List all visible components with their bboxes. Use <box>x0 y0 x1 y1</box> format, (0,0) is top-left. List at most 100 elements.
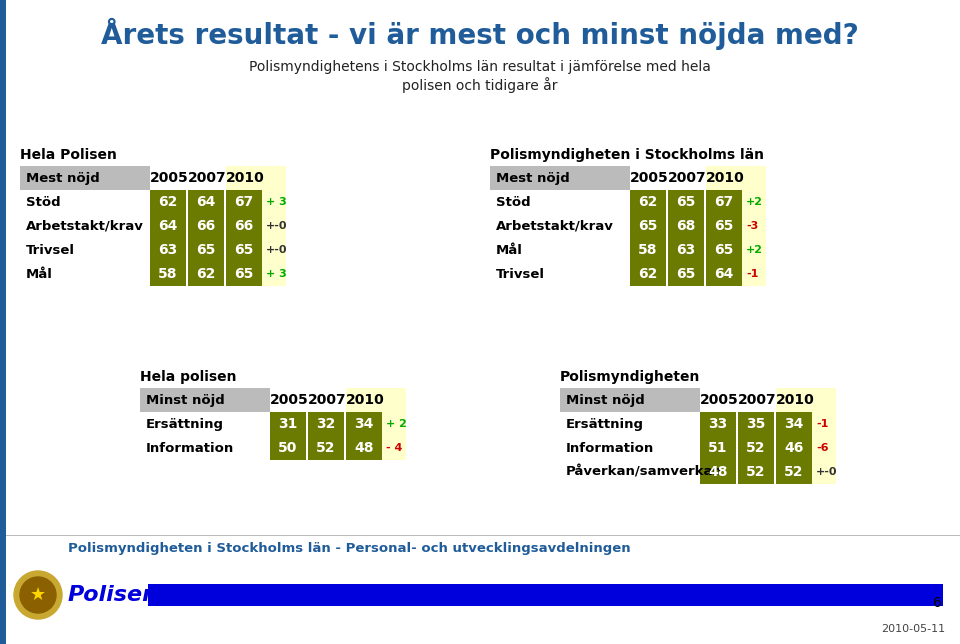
Text: 67: 67 <box>714 195 733 209</box>
Text: 2007: 2007 <box>737 393 777 407</box>
Bar <box>20 214 150 238</box>
Text: 48: 48 <box>354 441 373 455</box>
Text: Hela Polisen: Hela Polisen <box>20 148 117 162</box>
Text: 67: 67 <box>234 195 253 209</box>
Bar <box>560 388 700 412</box>
Text: +2: +2 <box>746 245 763 255</box>
Text: 65: 65 <box>676 195 696 209</box>
Text: +-0: +-0 <box>816 467 837 477</box>
Bar <box>700 436 736 460</box>
Bar <box>776 436 812 460</box>
Bar <box>560 412 700 436</box>
Text: Information: Information <box>146 442 234 455</box>
Bar <box>490 214 630 238</box>
Text: Hela polisen: Hela polisen <box>140 370 236 384</box>
Text: 65: 65 <box>234 243 253 257</box>
Bar <box>0 0 6 644</box>
Bar <box>20 190 150 214</box>
Text: 2010: 2010 <box>346 393 384 407</box>
Text: - 4: - 4 <box>386 443 402 453</box>
Bar <box>706 166 766 286</box>
Text: Mest nöjd: Mest nöjd <box>496 171 569 184</box>
Text: 2007: 2007 <box>308 393 347 407</box>
Bar <box>700 460 736 484</box>
Circle shape <box>20 577 56 613</box>
Text: 64: 64 <box>158 219 178 233</box>
Bar <box>668 190 704 214</box>
Bar <box>668 238 704 262</box>
Text: 50: 50 <box>278 441 298 455</box>
Text: 48: 48 <box>708 465 728 479</box>
Text: Polismyndighetens i Stockholms län resultat i jämförelse med hela
polisen och ti: Polismyndighetens i Stockholms län resul… <box>249 60 711 93</box>
Text: 52: 52 <box>316 441 336 455</box>
Bar <box>776 460 812 484</box>
Text: Stöd: Stöd <box>26 196 60 209</box>
Text: 65: 65 <box>234 267 253 281</box>
Bar <box>668 262 704 286</box>
Text: +-0: +-0 <box>266 245 287 255</box>
Bar <box>706 238 742 262</box>
Text: Information: Information <box>566 442 655 455</box>
Bar <box>630 214 666 238</box>
Text: 6: 6 <box>933 596 942 610</box>
Bar <box>490 190 630 214</box>
Text: Polismyndigheten i Stockholms län - Personal- och utvecklingsavdelningen: Polismyndigheten i Stockholms län - Pers… <box>68 542 631 555</box>
Bar <box>706 262 742 286</box>
Text: 63: 63 <box>158 243 178 257</box>
Bar <box>150 238 186 262</box>
Bar <box>630 262 666 286</box>
Text: 62: 62 <box>638 195 658 209</box>
Text: -6: -6 <box>816 443 828 453</box>
Bar <box>226 166 286 286</box>
Bar <box>738 436 774 460</box>
Text: 65: 65 <box>676 267 696 281</box>
Bar <box>490 238 630 262</box>
Bar <box>150 214 186 238</box>
Text: +-0: +-0 <box>266 221 287 231</box>
Text: 62: 62 <box>196 267 216 281</box>
Text: 35: 35 <box>746 417 766 431</box>
Text: 2005: 2005 <box>700 393 738 407</box>
Text: 2005: 2005 <box>150 171 188 185</box>
Bar <box>668 214 704 238</box>
Text: Polismyndigheten i Stockholms län: Polismyndigheten i Stockholms län <box>490 148 764 162</box>
Bar <box>226 238 262 262</box>
Text: 51: 51 <box>708 441 728 455</box>
Text: 58: 58 <box>638 243 658 257</box>
Bar <box>560 436 700 460</box>
Text: Mål: Mål <box>26 267 53 281</box>
Bar <box>308 436 344 460</box>
Text: Minst nöjd: Minst nöjd <box>146 393 225 406</box>
Text: 52: 52 <box>746 441 766 455</box>
Text: + 3: + 3 <box>266 197 287 207</box>
Text: Stöd: Stöd <box>496 196 531 209</box>
Text: 66: 66 <box>197 219 216 233</box>
Bar <box>346 436 382 460</box>
Text: 52: 52 <box>784 465 804 479</box>
Bar <box>226 190 262 214</box>
Bar <box>490 262 630 286</box>
Text: Minst nöjd: Minst nöjd <box>566 393 645 406</box>
Text: 58: 58 <box>158 267 178 281</box>
Text: 2005: 2005 <box>630 171 668 185</box>
Text: 65: 65 <box>714 243 733 257</box>
Bar <box>706 214 742 238</box>
Text: 32: 32 <box>316 417 336 431</box>
Text: 65: 65 <box>196 243 216 257</box>
Bar <box>630 190 666 214</box>
Bar <box>270 436 306 460</box>
Bar <box>150 190 186 214</box>
Bar <box>776 412 812 436</box>
Text: 63: 63 <box>677 243 696 257</box>
Text: 34: 34 <box>784 417 804 431</box>
Text: 64: 64 <box>714 267 733 281</box>
Bar <box>188 190 224 214</box>
Text: 68: 68 <box>676 219 696 233</box>
Bar <box>700 412 736 436</box>
Bar <box>226 214 262 238</box>
Text: 2005: 2005 <box>270 393 308 407</box>
Text: Mål: Mål <box>496 243 523 256</box>
Text: Mest nöjd: Mest nöjd <box>26 171 100 184</box>
Text: Ersättning: Ersättning <box>566 417 644 430</box>
Text: 33: 33 <box>708 417 728 431</box>
